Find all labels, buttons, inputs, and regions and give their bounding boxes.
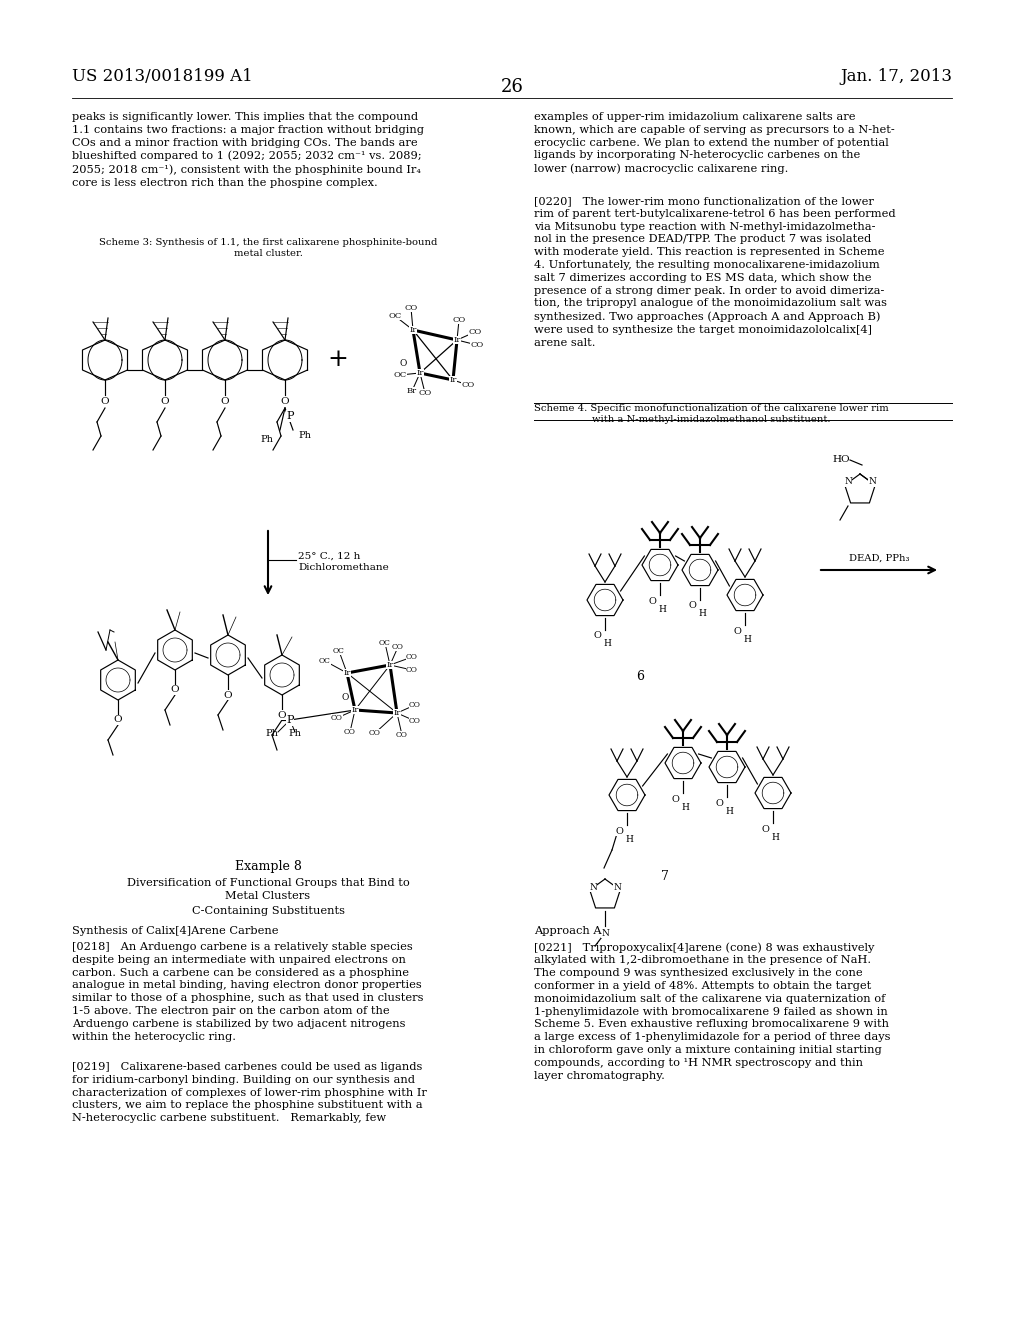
Text: Jan. 17, 2013: Jan. 17, 2013 <box>840 69 952 84</box>
Text: N: N <box>844 478 852 487</box>
Text: O: O <box>399 359 407 367</box>
Text: O: O <box>171 685 179 694</box>
Text: Ir: Ir <box>386 661 393 669</box>
Text: O: O <box>221 397 229 407</box>
Text: [0221]   Tripropoxycalix[4]arene (cone) 8 was exhaustively
alkylated with 1,2-di: [0221] Tripropoxycalix[4]arene (cone) 8 … <box>534 942 891 1081</box>
Text: CO: CO <box>468 327 481 337</box>
Text: H: H <box>603 639 611 648</box>
Text: 25° C., 12 h
Dichloromethane: 25° C., 12 h Dichloromethane <box>298 552 389 572</box>
Text: Example 8: Example 8 <box>234 861 301 873</box>
Text: H: H <box>743 635 751 644</box>
Text: Ph: Ph <box>265 730 279 738</box>
Text: [0220]   The lower-rim mono functionalization of the lower
rim of parent tert-bu: [0220] The lower-rim mono functionalizat… <box>534 195 896 347</box>
Text: O: O <box>671 795 679 804</box>
Text: O: O <box>100 397 110 407</box>
Text: O: O <box>715 799 723 808</box>
Text: OC: OC <box>379 639 391 647</box>
Text: N: N <box>613 883 621 891</box>
Text: [0219]   Calixarene-based carbenes could be used as ligands
for iridium-carbonyl: [0219] Calixarene-based carbenes could b… <box>72 1063 427 1123</box>
Text: CO: CO <box>331 714 343 722</box>
Text: OC: OC <box>333 647 345 655</box>
Text: O: O <box>733 627 741 635</box>
Text: 6: 6 <box>636 671 644 682</box>
Text: O: O <box>648 597 656 606</box>
Text: Scheme 4. Specific monofunctionalization of the calixarene lower rim
with a N-me: Scheme 4. Specific monofunctionalization… <box>534 404 889 424</box>
Text: OC: OC <box>319 657 331 665</box>
Text: Ir: Ir <box>343 669 350 677</box>
Text: Ir: Ir <box>417 370 424 378</box>
Text: [0218]   An Arduengo carbene is a relatively stable species
despite being an int: [0218] An Arduengo carbene is a relative… <box>72 942 424 1041</box>
Text: CO: CO <box>409 701 421 709</box>
Text: CO: CO <box>419 389 432 397</box>
Text: O: O <box>223 690 232 700</box>
Text: Ph: Ph <box>289 730 301 738</box>
Text: Br: Br <box>407 387 417 395</box>
Text: DEAD, PPh₃: DEAD, PPh₃ <box>849 554 909 564</box>
Text: Synthesis of Calix[4]Arene Carbene: Synthesis of Calix[4]Arene Carbene <box>72 927 279 936</box>
Text: O: O <box>615 826 623 836</box>
Text: O: O <box>278 710 287 719</box>
Text: H: H <box>698 610 706 619</box>
Text: CO: CO <box>369 729 381 737</box>
Text: O: O <box>114 715 122 725</box>
Text: CO: CO <box>470 341 483 348</box>
Text: Ir: Ir <box>454 337 461 345</box>
Text: 7: 7 <box>662 870 669 883</box>
Text: O: O <box>281 397 290 407</box>
Text: Ir: Ir <box>351 706 358 714</box>
Text: H: H <box>658 605 666 614</box>
Text: C-Containing Substituents: C-Containing Substituents <box>191 906 344 916</box>
Text: CO: CO <box>453 315 466 323</box>
Text: Ir: Ir <box>410 326 417 334</box>
Text: H: H <box>771 833 779 842</box>
Text: P: P <box>287 411 294 421</box>
Text: Approach A: Approach A <box>534 927 602 936</box>
Text: CO: CO <box>407 653 418 661</box>
Text: CO: CO <box>392 643 403 651</box>
Text: O: O <box>688 602 696 610</box>
Text: CO: CO <box>396 731 408 739</box>
Text: Ir: Ir <box>393 709 400 717</box>
Text: CO: CO <box>344 729 356 737</box>
Text: Ir: Ir <box>450 376 457 384</box>
Text: +: + <box>328 348 348 371</box>
Text: O: O <box>761 825 769 833</box>
Text: CO: CO <box>409 717 421 725</box>
Text: O: O <box>593 631 601 640</box>
Text: CO: CO <box>404 304 418 312</box>
Text: H: H <box>681 803 689 812</box>
Text: CO: CO <box>462 381 475 389</box>
Text: CO: CO <box>407 667 418 675</box>
Text: HO: HO <box>831 455 850 465</box>
Text: OC: OC <box>388 312 401 319</box>
Text: N: N <box>868 478 876 487</box>
Text: 26: 26 <box>501 78 523 96</box>
Text: O: O <box>341 693 349 702</box>
Text: examples of upper-rim imidazolium calixarene salts are
known, which are capable : examples of upper-rim imidazolium calixa… <box>534 112 895 174</box>
Text: OC: OC <box>393 371 407 379</box>
Text: Ph: Ph <box>299 432 311 441</box>
Text: Diversification of Functional Groups that Bind to
Metal Clusters: Diversification of Functional Groups tha… <box>127 878 410 900</box>
Text: peaks is significantly lower. This implies that the compound
1.1 contains two fr: peaks is significantly lower. This impli… <box>72 112 424 187</box>
Text: Ph: Ph <box>260 436 273 445</box>
Text: H: H <box>625 834 633 843</box>
Text: H: H <box>725 807 733 816</box>
Text: O: O <box>161 397 169 407</box>
Text: N: N <box>589 883 597 891</box>
Text: N: N <box>601 928 609 937</box>
Text: P: P <box>287 715 294 725</box>
Text: US 2013/0018199 A1: US 2013/0018199 A1 <box>72 69 253 84</box>
Text: Scheme 3: Synthesis of 1.1, the first calixarene phosphinite-bound
metal cluster: Scheme 3: Synthesis of 1.1, the first ca… <box>98 238 437 259</box>
